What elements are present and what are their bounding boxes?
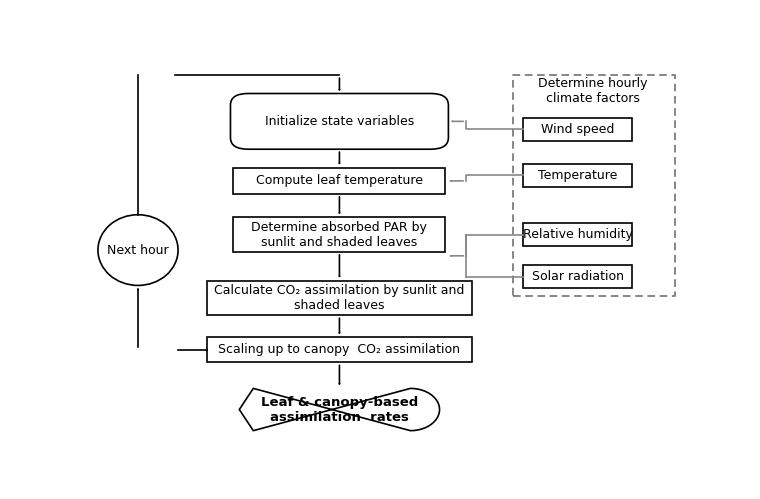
Text: Relative humidity: Relative humidity [523,228,633,241]
Text: Wind speed: Wind speed [541,123,615,136]
FancyBboxPatch shape [524,265,632,288]
Polygon shape [239,388,439,431]
FancyBboxPatch shape [524,118,632,141]
FancyBboxPatch shape [233,218,445,252]
FancyBboxPatch shape [207,281,472,315]
FancyBboxPatch shape [524,223,632,246]
Text: Temperature: Temperature [538,169,618,182]
FancyBboxPatch shape [207,337,472,362]
FancyBboxPatch shape [233,168,445,194]
FancyBboxPatch shape [230,93,448,149]
FancyBboxPatch shape [524,164,632,187]
Text: Next hour: Next hour [107,244,169,256]
Text: Solar radiation: Solar radiation [532,270,624,283]
Text: Calculate CO₂ assimilation by sunlit and
shaded leaves: Calculate CO₂ assimilation by sunlit and… [214,284,464,312]
Text: Scaling up to canopy  CO₂ assimilation: Scaling up to canopy CO₂ assimilation [218,343,461,356]
Text: Leaf & canopy-based
assimilation  rates: Leaf & canopy-based assimilation rates [261,396,418,424]
Text: Determine absorbed PAR by
sunlit and shaded leaves: Determine absorbed PAR by sunlit and sha… [252,221,427,249]
Text: Determine hourly
climate factors: Determine hourly climate factors [538,77,648,105]
Ellipse shape [98,215,178,285]
Text: Compute leaf temperature: Compute leaf temperature [256,175,423,188]
Text: Initialize state variables: Initialize state variables [264,115,414,128]
